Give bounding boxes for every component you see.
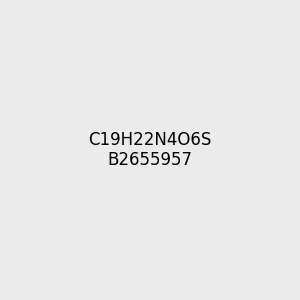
Text: C19H22N4O6S
B2655957: C19H22N4O6S B2655957: [88, 130, 212, 170]
